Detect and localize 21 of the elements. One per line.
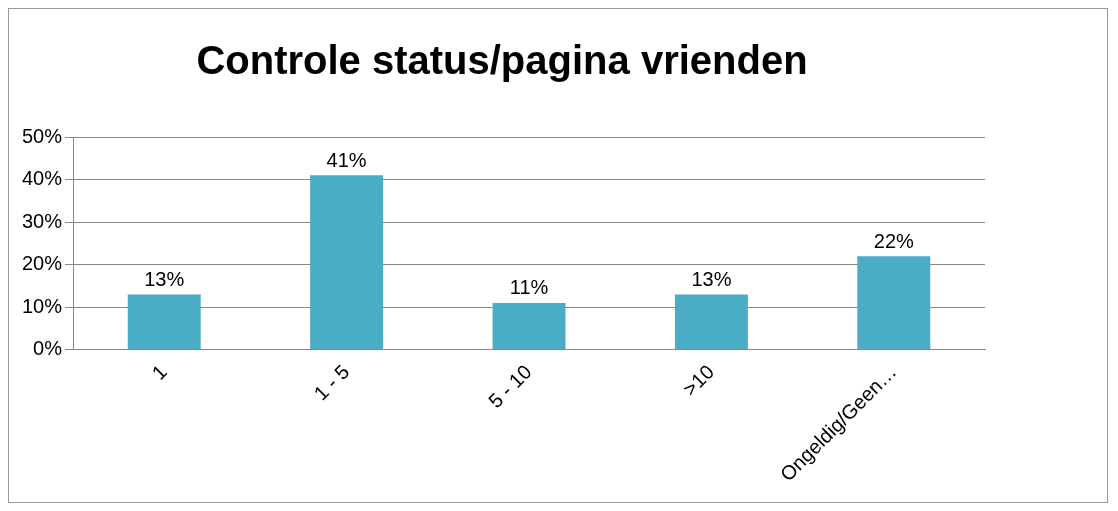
- chart-title: Controle status/pagina vrienden: [196, 38, 808, 83]
- bar: [857, 256, 931, 350]
- x-tick-label: 5 - 10: [484, 360, 536, 413]
- data-label: 22%: [873, 229, 915, 252]
- bar: [674, 294, 748, 350]
- y-tick-label: 50%: [22, 124, 63, 147]
- y-tick-label: 20%: [22, 252, 63, 275]
- x-tick-label: 1: [147, 360, 171, 384]
- y-tick-label: 0%: [33, 337, 63, 360]
- bar: [310, 175, 384, 350]
- data-label: 13%: [144, 267, 185, 290]
- y-tick-label: 10%: [22, 294, 63, 317]
- bar: [492, 302, 566, 350]
- x-tick-label: >10: [678, 360, 719, 400]
- bar: [127, 294, 201, 350]
- y-tick-label: 40%: [22, 167, 63, 190]
- data-label: 41%: [326, 148, 367, 171]
- data-label: 11%: [509, 276, 549, 299]
- y-tick-label: 30%: [22, 209, 63, 232]
- x-tick-label: 1 - 5: [309, 360, 354, 405]
- data-label: 13%: [691, 267, 732, 290]
